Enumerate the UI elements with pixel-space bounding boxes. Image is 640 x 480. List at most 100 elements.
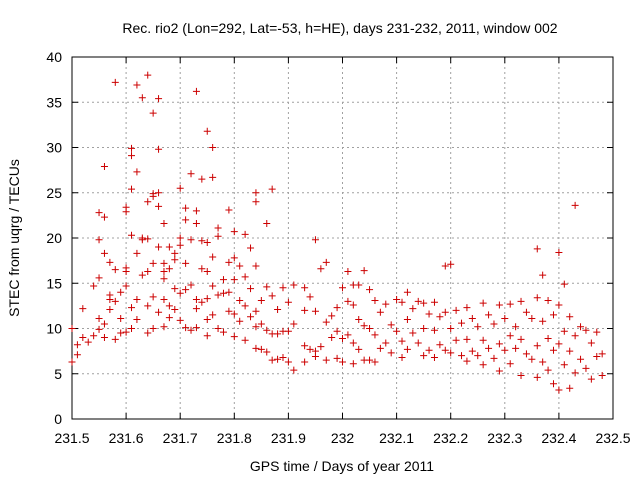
data-point xyxy=(160,259,168,267)
data-point xyxy=(133,296,141,304)
grid-lines xyxy=(72,57,613,419)
data-point xyxy=(344,297,352,305)
data-point xyxy=(187,281,195,289)
data-point xyxy=(241,302,249,310)
data-point xyxy=(333,327,341,335)
data-point xyxy=(100,334,108,342)
data-point xyxy=(100,320,108,328)
data-point xyxy=(268,356,276,364)
data-point xyxy=(317,265,325,273)
data-point xyxy=(171,256,179,264)
data-point xyxy=(160,220,168,228)
data-point xyxy=(214,232,222,240)
data-point xyxy=(155,189,163,197)
data-point xyxy=(230,228,238,236)
y-tick-label: 20 xyxy=(46,230,62,246)
data-point xyxy=(549,311,557,319)
data-point xyxy=(79,334,87,342)
data-point xyxy=(279,353,287,361)
data-point xyxy=(301,358,309,366)
data-point xyxy=(182,324,190,332)
data-point xyxy=(425,310,433,318)
x-tick-label: 232.5 xyxy=(595,430,630,446)
data-point xyxy=(284,327,292,335)
data-point xyxy=(128,325,136,332)
data-point xyxy=(219,276,227,284)
data-point xyxy=(144,235,152,243)
data-point xyxy=(393,327,401,335)
x-tick-label: 232.3 xyxy=(487,430,522,446)
data-point xyxy=(230,276,238,284)
data-point xyxy=(225,206,233,214)
data-point xyxy=(155,202,163,210)
data-point xyxy=(539,358,547,366)
data-point xyxy=(322,356,330,364)
data-point xyxy=(577,355,585,363)
data-point xyxy=(203,267,211,275)
data-point xyxy=(436,341,444,349)
data-point xyxy=(344,267,352,275)
data-point xyxy=(106,291,114,299)
data-point xyxy=(203,295,211,303)
data-point xyxy=(349,360,357,368)
data-point xyxy=(517,372,525,380)
data-point xyxy=(106,258,114,266)
data-point xyxy=(501,346,509,354)
y-axis-label: STEC from uqrg / TECUs xyxy=(6,159,22,317)
data-point xyxy=(463,357,471,365)
data-point xyxy=(506,332,514,340)
data-point xyxy=(100,213,108,221)
data-point xyxy=(192,296,200,304)
data-point xyxy=(225,307,233,315)
data-point xyxy=(171,249,179,257)
data-point xyxy=(182,286,190,294)
data-point xyxy=(176,241,184,249)
data-point xyxy=(311,353,319,361)
data-point xyxy=(322,258,330,266)
data-point xyxy=(403,288,411,296)
data-point xyxy=(155,95,163,103)
data-point xyxy=(133,81,141,89)
data-point xyxy=(479,299,487,307)
data-point xyxy=(165,314,173,322)
data-point xyxy=(512,344,520,352)
data-point xyxy=(160,275,168,283)
y-tick-label: 40 xyxy=(46,49,62,65)
y-tick-label: 30 xyxy=(46,140,62,156)
data-point xyxy=(144,329,152,337)
data-point xyxy=(128,152,136,160)
data-point xyxy=(382,339,390,347)
data-point xyxy=(544,296,552,304)
data-point xyxy=(533,373,541,381)
data-point xyxy=(349,339,357,347)
data-point xyxy=(360,322,368,330)
data-point xyxy=(430,353,438,361)
data-point xyxy=(403,345,411,353)
data-point xyxy=(301,284,309,292)
data-point xyxy=(257,320,265,328)
data-point xyxy=(84,338,92,346)
data-point xyxy=(79,305,87,313)
data-point xyxy=(187,170,195,178)
chart-title: Rec. rio2 (Lon=292, Lat=-53, h=HE), days… xyxy=(122,20,557,36)
data-point xyxy=(598,350,606,358)
data-point xyxy=(155,308,163,316)
data-point xyxy=(111,335,119,343)
data-point xyxy=(333,304,341,312)
data-point xyxy=(68,358,76,366)
data-point xyxy=(274,355,282,363)
data-point xyxy=(571,369,579,377)
data-point xyxy=(133,315,141,323)
data-point xyxy=(263,220,271,228)
data-point xyxy=(95,325,103,333)
data-point xyxy=(306,345,314,353)
data-point xyxy=(128,304,136,312)
data-point xyxy=(425,346,433,354)
data-point xyxy=(560,361,568,369)
data-point xyxy=(387,349,395,357)
data-point xyxy=(198,237,206,245)
data-point xyxy=(479,336,487,344)
data-point xyxy=(176,234,184,242)
data-point xyxy=(571,332,579,340)
data-point xyxy=(160,323,168,331)
